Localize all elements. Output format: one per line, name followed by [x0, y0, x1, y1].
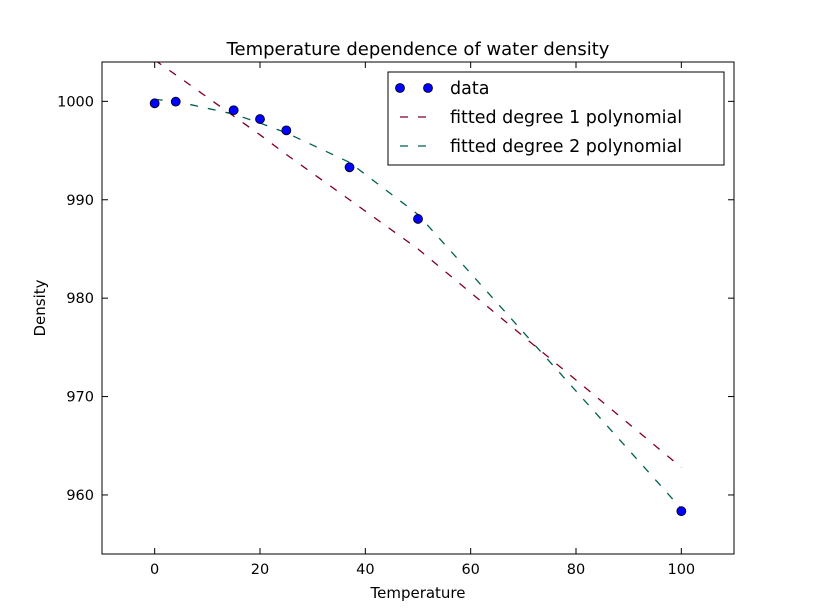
ticks-layer: 0 20 40 60 80 100 960 970 980 990 1000: [57, 62, 734, 578]
legend-label-degree-1: fitted degree 1 polynomial: [450, 108, 682, 128]
y-tick-label: 980: [66, 291, 94, 307]
x-tick-label: 60: [461, 562, 479, 578]
data-point: [255, 114, 265, 124]
legend-marker-data-1: [395, 83, 405, 93]
data-point: [149, 98, 160, 109]
legend-marker-data-2: [423, 83, 433, 93]
data-point: [281, 125, 292, 136]
legend: data fitted degree 1 polynomial fitted d…: [387, 71, 725, 166]
x-tick-label: 20: [251, 562, 269, 578]
legend-box: [387, 71, 725, 166]
data-point: [228, 105, 239, 116]
y-axis-label: Density: [31, 279, 49, 336]
y-tick-label: 1000: [57, 94, 94, 110]
x-tick-label: 80: [567, 562, 585, 578]
data-point: [170, 96, 181, 107]
plot-frame: [101, 61, 735, 555]
data-point: [344, 162, 355, 173]
x-tick-label: 0: [150, 562, 159, 578]
legend-label-data: data: [450, 79, 489, 99]
y-tick-label: 990: [66, 193, 94, 209]
legend-label-degree-2: fitted degree 2 polynomial: [450, 137, 682, 157]
series-layer: [149, 62, 687, 517]
y-tick-label: 970: [66, 390, 94, 406]
data-point: [676, 506, 687, 517]
data-point: [413, 214, 423, 224]
chart-title: Temperature dependence of water density: [226, 39, 610, 60]
series-line-2: [154, 98, 682, 510]
x-axis-label: Temperature: [369, 584, 465, 602]
y-tick-label: 960: [66, 488, 94, 504]
x-tick-label: 100: [667, 562, 695, 578]
x-tick-label: 40: [356, 562, 374, 578]
series-line-1: [156, 62, 682, 468]
